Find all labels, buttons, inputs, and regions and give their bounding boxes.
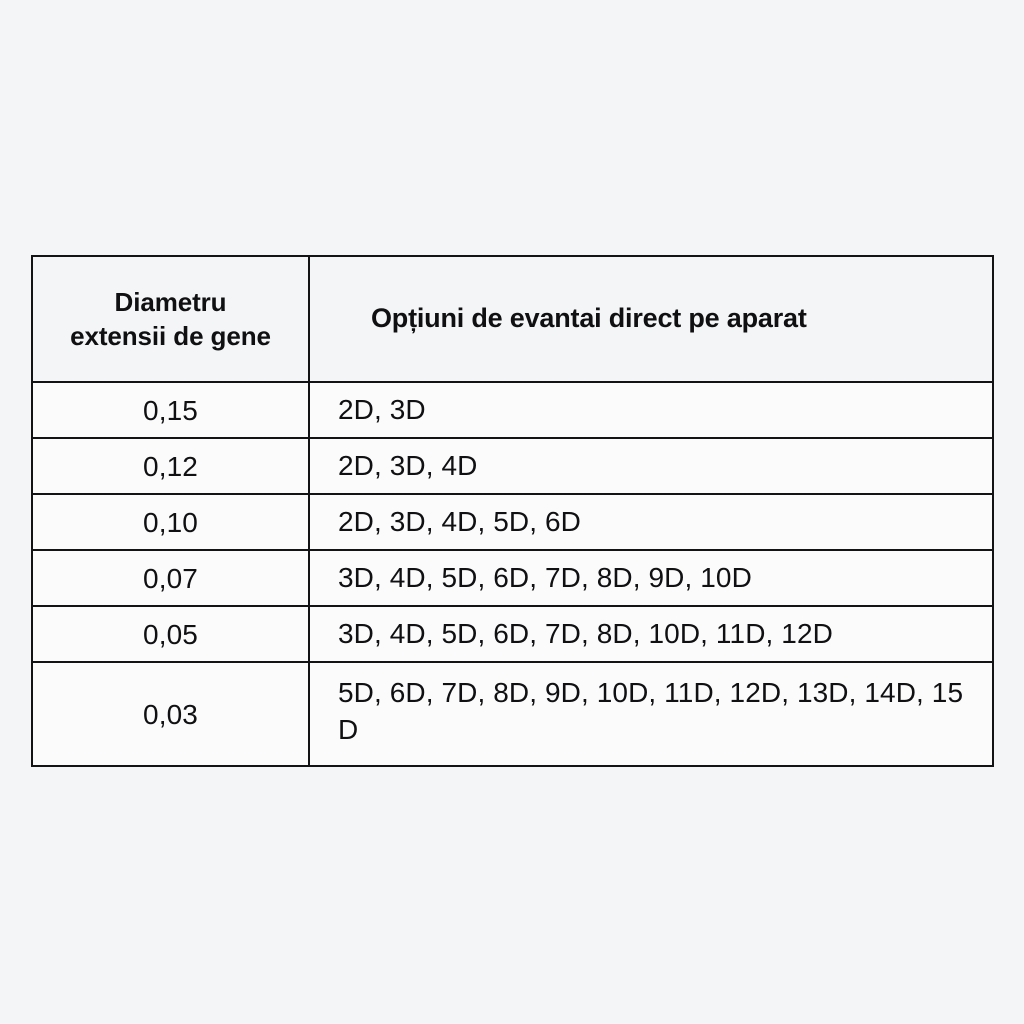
cell-diameter: 0,05 <box>31 605 310 663</box>
cell-options: 2D, 3D <box>308 381 994 439</box>
cell-diameter: 0,10 <box>31 493 310 551</box>
column-header-diameter-text: Diametru extensii de gene <box>33 285 308 354</box>
table-row: 0,12 2D, 3D, 4D <box>31 437 994 495</box>
column-header-diameter: Diametru extensii de gene <box>31 255 310 383</box>
cell-options: 3D, 4D, 5D, 6D, 7D, 8D, 9D, 10D <box>308 549 994 607</box>
table-row: 0,05 3D, 4D, 5D, 6D, 7D, 8D, 10D, 11D, 1… <box>31 605 994 663</box>
cell-options: 5D, 6D, 7D, 8D, 9D, 10D, 11D, 12D, 13D, … <box>308 661 994 767</box>
column-header-diameter-line2: extensii de gene <box>70 321 271 351</box>
cell-options-text: 3D, 4D, 5D, 6D, 7D, 8D, 10D, 11D, 12D <box>338 618 833 650</box>
table-row: 0,07 3D, 4D, 5D, 6D, 7D, 8D, 9D, 10D <box>31 549 994 607</box>
cell-diameter-text: 0,12 <box>143 450 198 482</box>
lash-diameter-fan-options-table: Diametru extensii de gene Opțiuni de eva… <box>31 255 994 767</box>
cell-diameter: 0,03 <box>31 661 310 767</box>
table-body: 0,15 2D, 3D 0,12 2D, 3D, 4D <box>31 381 994 767</box>
table-row: 0,10 2D, 3D, 4D, 5D, 6D <box>31 493 994 551</box>
cell-diameter-text: 0,10 <box>143 506 198 538</box>
cell-options-text: 2D, 3D <box>338 394 426 426</box>
table-row: 0,03 5D, 6D, 7D, 8D, 9D, 10D, 11D, 12D, … <box>31 661 994 767</box>
cell-diameter: 0,07 <box>31 549 310 607</box>
cell-options: 2D, 3D, 4D, 5D, 6D <box>308 493 994 551</box>
cell-options: 3D, 4D, 5D, 6D, 7D, 8D, 10D, 11D, 12D <box>308 605 994 663</box>
table-header-row: Diametru extensii de gene Opțiuni de eva… <box>31 255 994 383</box>
table-header: Diametru extensii de gene Opțiuni de eva… <box>31 255 994 383</box>
column-header-diameter-line1: Diametru <box>114 286 227 317</box>
cell-options: 2D, 3D, 4D <box>308 437 994 495</box>
cell-options-text: 5D, 6D, 7D, 8D, 9D, 10D, 11D, 12D, 13D, … <box>338 677 964 746</box>
cell-options-text: 2D, 3D, 4D <box>338 450 478 482</box>
cell-diameter-text: 0,03 <box>143 698 198 730</box>
cell-options-text: 3D, 4D, 5D, 6D, 7D, 8D, 9D, 10D <box>338 562 752 594</box>
cell-diameter-text: 0,05 <box>143 618 198 650</box>
column-header-options: Opțiuni de evantai direct pe aparat <box>308 255 994 383</box>
cell-diameter-text: 0,15 <box>143 394 198 426</box>
cell-diameter: 0,12 <box>31 437 310 495</box>
cell-diameter: 0,15 <box>31 381 310 439</box>
cell-options-text: 2D, 3D, 4D, 5D, 6D <box>338 506 581 538</box>
column-header-options-text: Opțiuni de evantai direct pe aparat <box>371 303 807 334</box>
cell-diameter-text: 0,07 <box>143 562 198 594</box>
spec-table-container: Diametru extensii de gene Opțiuni de eva… <box>31 255 994 767</box>
table-row: 0,15 2D, 3D <box>31 381 994 439</box>
